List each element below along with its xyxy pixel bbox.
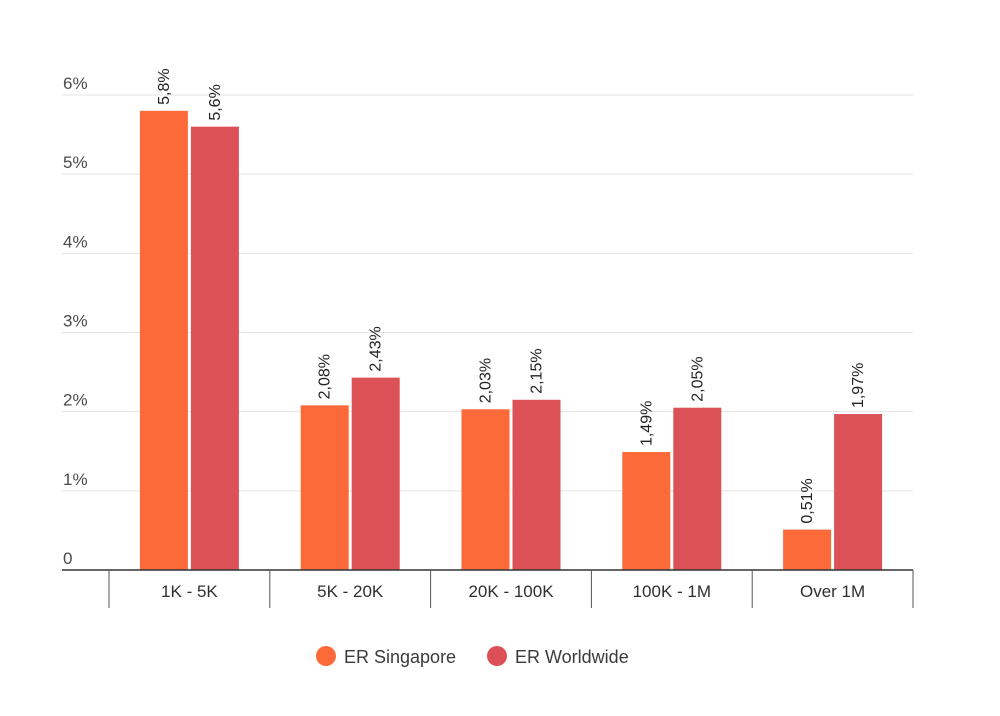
x-tick-label: 5K - 20K [317, 582, 384, 601]
data-label: 2,15% [529, 348, 546, 393]
bar-singapore [622, 452, 671, 570]
data-label: 1,97% [850, 363, 867, 408]
x-tick-label: 20K - 100K [468, 582, 554, 601]
y-tick-label: 0 [63, 549, 72, 568]
data-label: 2,43% [368, 326, 385, 371]
y-tick-label: 4% [63, 232, 88, 251]
bar-singapore [783, 529, 832, 570]
data-labels: 5,8% 5,6% 2,08% 2,43% 2,03% 2,15% 1,49% 2,05% 0,… [156, 68, 867, 523]
data-label: 2,03% [478, 358, 495, 403]
bar-worldwide [351, 377, 400, 570]
x-tick-label: 1K - 5K [161, 582, 218, 601]
x-axis [62, 569, 914, 608]
legend: ER Singapore ER Worldwide [316, 646, 629, 667]
data-label: 2,08% [317, 354, 334, 399]
bar-singapore [300, 405, 349, 570]
y-axis-ticks: 0 1% 2% 3% 4% 5% 6% [63, 74, 88, 568]
legend-swatch [487, 646, 507, 666]
legend-entry-label: ER Worldwide [515, 647, 629, 667]
bar-singapore [461, 409, 510, 570]
x-axis-categories: 1K - 5K 5K - 20K 20K - 100K 100K - 1M Over 1… [161, 582, 865, 601]
bar-worldwide [673, 407, 722, 570]
y-tick-label: 6% [63, 74, 88, 93]
bar-worldwide [512, 399, 561, 570]
data-label: 5,6% [207, 84, 224, 120]
bars [139, 110, 883, 571]
data-label: 1,49% [638, 401, 655, 446]
x-tick-label: Over 1M [800, 582, 865, 601]
legend-entry-label: ER Singapore [344, 647, 456, 667]
bar-worldwide [834, 414, 883, 570]
legend-swatch [316, 646, 336, 666]
y-tick-label: 5% [63, 153, 88, 172]
bar-singapore [139, 110, 188, 570]
y-tick-label: 2% [63, 391, 88, 410]
y-tick-label: 1% [63, 470, 88, 489]
bar-worldwide [190, 126, 239, 571]
y-tick-label: 3% [63, 312, 88, 331]
data-label: 5,8% [156, 68, 173, 104]
x-tick-label: 100K - 1M [633, 582, 711, 601]
data-label: 2,05% [689, 356, 706, 401]
data-label: 0,51% [799, 478, 816, 523]
